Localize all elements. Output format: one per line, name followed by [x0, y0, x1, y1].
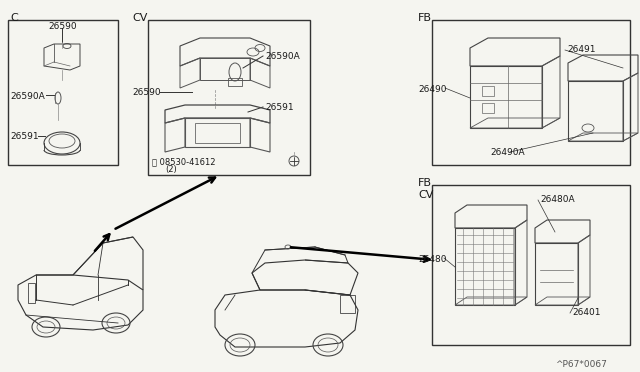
Text: ^P67*0067: ^P67*0067	[555, 360, 607, 369]
Bar	[228, 78, 242, 86]
Text: 26401: 26401	[572, 308, 600, 317]
Text: 26590A: 26590A	[10, 92, 45, 101]
Bar	[8, 20, 118, 165]
Text: CV: CV	[418, 190, 433, 200]
Text: CV: CV	[132, 13, 147, 23]
Text: 26490A: 26490A	[490, 148, 525, 157]
Text: FB: FB	[418, 13, 432, 23]
Text: (2): (2)	[165, 165, 177, 174]
Text: 26591: 26591	[265, 103, 294, 112]
Text: 26491: 26491	[567, 45, 595, 54]
Text: 26480A: 26480A	[540, 195, 575, 204]
Bar	[432, 185, 630, 345]
Text: FB: FB	[418, 178, 432, 188]
Bar	[28, 283, 35, 303]
Bar	[340, 295, 355, 313]
Text: 26490: 26490	[418, 85, 447, 94]
Text: 26590: 26590	[132, 88, 161, 97]
Text: 26591: 26591	[10, 132, 38, 141]
Text: 26480: 26480	[418, 255, 447, 264]
Bar	[195, 123, 240, 143]
Bar	[482, 86, 494, 96]
Bar	[432, 20, 630, 165]
Text: C: C	[10, 13, 18, 23]
Text: Ⓢ 08530-41612: Ⓢ 08530-41612	[152, 157, 216, 166]
Text: 26590: 26590	[48, 22, 77, 31]
Text: 26590A: 26590A	[265, 52, 300, 61]
Bar	[482, 103, 494, 113]
Bar	[148, 20, 310, 175]
